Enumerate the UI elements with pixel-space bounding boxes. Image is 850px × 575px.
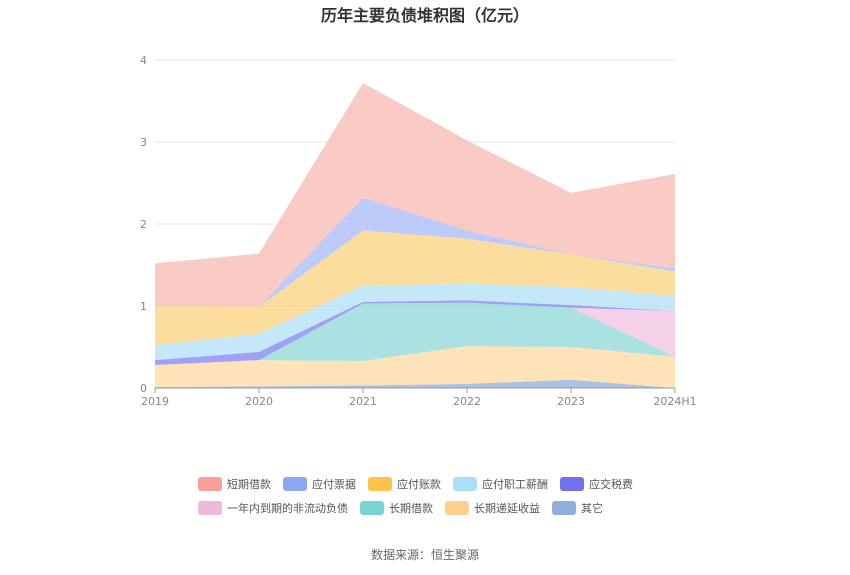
area-应付票据 (155, 197, 675, 307)
legend-row: 一年内到期的非流动负债 长期借款 长期递延收益 其它 (198, 496, 718, 520)
x-tick-label: 2024H1 (653, 395, 696, 408)
area-长期借款 (155, 302, 675, 366)
x-tick-label: 2022 (453, 395, 481, 408)
axes: 0 1 2 3 4 2019 2020 2021 2022 2023 2024H1 (140, 54, 697, 408)
area-应付账款 (155, 230, 675, 346)
x-tick-label: 2023 (557, 395, 585, 408)
legend-label: 其它 (581, 502, 603, 515)
area-series (155, 82, 675, 388)
legend-item[interactable]: 应付票据 (283, 476, 356, 492)
legend-swatch (453, 477, 477, 491)
legend: 短期借款 应付票据 应付账款 应付职工薪酬 应交税费 一年内到期的非流动负债 长期借款 长期… (198, 472, 718, 520)
legend-swatch (283, 477, 307, 491)
legend-item[interactable]: 长期借款 (360, 500, 433, 516)
legend-item[interactable]: 长期递延收益 (445, 500, 540, 516)
y-tick-label: 1 (140, 300, 147, 313)
legend-swatch (360, 501, 384, 515)
y-tick-label: 3 (140, 136, 147, 149)
x-tick-label: 2020 (245, 395, 273, 408)
legend-label: 应付职工薪酬 (482, 478, 548, 491)
legend-item[interactable]: 短期借款 (198, 476, 271, 492)
legend-swatch (368, 477, 392, 491)
legend-item[interactable]: 应付职工薪酬 (453, 476, 548, 492)
y-tick-label: 4 (140, 54, 147, 67)
area-短期借款 (155, 82, 675, 307)
legend-swatch (560, 477, 584, 491)
x-tick-label: 2021 (349, 395, 377, 408)
legend-label: 应付票据 (312, 478, 356, 491)
y-tick-label: 2 (140, 218, 147, 231)
area-其它 (155, 379, 675, 388)
legend-swatch (198, 477, 222, 491)
x-tick-label: 2019 (141, 395, 169, 408)
area-应付职工薪酬 (155, 283, 675, 361)
legend-label: 长期借款 (389, 502, 433, 515)
legend-label: 长期递延收益 (474, 502, 540, 515)
area-应交税费 (155, 300, 675, 366)
data-source: 数据来源：恒生聚源 (370, 548, 479, 562)
area-长期递延收益 (155, 346, 675, 388)
legend-label: 一年内到期的非流动负债 (227, 502, 348, 515)
legend-item[interactable]: 应交税费 (560, 476, 633, 492)
legend-swatch (552, 501, 576, 515)
legend-item[interactable]: 其它 (552, 500, 603, 516)
legend-label: 应交税费 (589, 478, 633, 491)
legend-swatch (445, 501, 469, 515)
chart-title: 历年主要负债堆积图（亿元） (320, 6, 529, 25)
legend-item[interactable]: 一年内到期的非流动负债 (198, 500, 348, 516)
legend-label: 应付账款 (397, 478, 441, 491)
legend-item[interactable]: 应付账款 (368, 476, 441, 492)
legend-swatch (198, 501, 222, 515)
legend-row: 短期借款 应付票据 应付账款 应付职工薪酬 应交税费 (198, 472, 718, 496)
legend-label: 短期借款 (227, 478, 271, 491)
y-tick-label: 0 (140, 382, 147, 395)
